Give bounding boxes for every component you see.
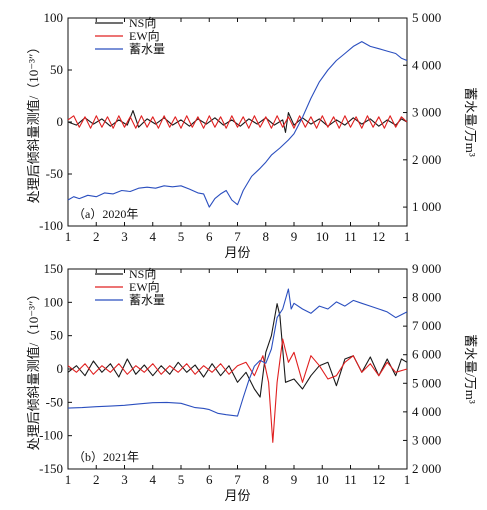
- x-tick-label: 10: [316, 472, 329, 487]
- x-tick-label: 5: [178, 472, 185, 487]
- x-tick-label: 12: [372, 229, 385, 244]
- y-right-tick-label: 2 000: [412, 461, 441, 476]
- y-right-tick-label: 5 000: [412, 10, 441, 25]
- panel-label: （a）2020年: [73, 207, 138, 221]
- x-tick-label: 4: [150, 229, 157, 244]
- x-tick-label: 6: [206, 229, 213, 244]
- x-tick-label: 3: [121, 229, 128, 244]
- x-tick-label: 8: [263, 472, 270, 487]
- x-tick-label: 5: [178, 229, 185, 244]
- x-tick-label: 9: [291, 472, 298, 487]
- y-left-axis-label: 处理后倾斜量测值/（10⁻³″）: [26, 41, 41, 204]
- y-left-tick-label: -100: [39, 218, 63, 233]
- y-left-axis-label: 处理后倾斜量测值/（10⁻³″）: [26, 288, 41, 451]
- x-tick-label: 1: [404, 472, 411, 487]
- x-tick-label: 8: [263, 229, 270, 244]
- y-left-tick-label: 50: [50, 328, 63, 343]
- y-right-tick-label: 6 000: [412, 347, 441, 362]
- ew-series-line: [67, 338, 408, 443]
- y-left-tick-label: 0: [57, 114, 64, 129]
- legend-label: EW向: [129, 28, 160, 43]
- legend-label: EW向: [129, 279, 160, 294]
- y-right-tick-label: 7 000: [412, 318, 441, 333]
- plot-frame: [67, 268, 408, 470]
- x-tick-label: 3: [121, 472, 128, 487]
- y-left-tick-label: -50: [46, 166, 63, 181]
- x-tick-label: 10: [316, 229, 329, 244]
- y-right-tick-label: 4 000: [412, 404, 441, 419]
- ns-series-line: [67, 303, 408, 398]
- y-left-tick-label: 100: [44, 294, 64, 309]
- y-left-tick-label: 50: [50, 62, 63, 77]
- x-tick-label: 12: [372, 472, 385, 487]
- x-tick-label: 7: [234, 472, 241, 487]
- y-right-tick-label: 1 000: [412, 199, 441, 214]
- ns-series-line: [67, 110, 408, 133]
- legend-label: 蓄水量: [129, 42, 165, 56]
- x-tick-label: 11: [344, 472, 357, 487]
- y-right-axis-label: 蓄水量/万m³: [463, 334, 478, 404]
- x-tick-label: 7: [234, 229, 241, 244]
- x-tick-label: 11: [344, 229, 357, 244]
- x-tick-label: 1: [65, 472, 72, 487]
- y-left-tick-label: -150: [39, 461, 63, 476]
- y-left-tick-label: 100: [44, 10, 64, 25]
- y-right-tick-label: 9 000: [412, 261, 441, 276]
- x-tick-label: 2: [93, 229, 100, 244]
- y-right-tick-label: 3 000: [412, 432, 441, 447]
- x-tick-label: 1: [65, 229, 72, 244]
- x-tick-label: 4: [150, 472, 157, 487]
- x-axis-label: 月份: [224, 488, 250, 503]
- legend-label: NS向: [129, 266, 156, 281]
- panel-label: （b）2021年: [73, 450, 139, 464]
- ew-series-line: [67, 115, 408, 129]
- y-right-tick-label: 4 000: [412, 57, 441, 72]
- x-tick-label: 9: [291, 229, 298, 244]
- legend-label: 蓄水量: [129, 293, 165, 307]
- y-right-axis-label: 蓄水量/万m³: [463, 87, 478, 157]
- y-left-tick-label: 0: [57, 361, 64, 376]
- legend-label: NS向: [129, 15, 156, 30]
- x-tick-label: 2: [93, 472, 100, 487]
- y-right-tick-label: 5 000: [412, 375, 441, 390]
- x-tick-label: 6: [206, 472, 213, 487]
- y-left-tick-label: -100: [39, 428, 63, 443]
- y-right-tick-label: 2 000: [412, 152, 441, 167]
- storage-series-line: [67, 288, 408, 417]
- y-right-tick-label: 3 000: [412, 105, 441, 120]
- y-left-tick-label: 150: [44, 261, 64, 276]
- storage-series-line: [67, 41, 408, 208]
- x-tick-label: 1: [404, 229, 411, 244]
- y-left-tick-label: -50: [46, 394, 63, 409]
- x-axis-label: 月份: [224, 245, 250, 260]
- y-right-tick-label: 8 000: [412, 290, 441, 305]
